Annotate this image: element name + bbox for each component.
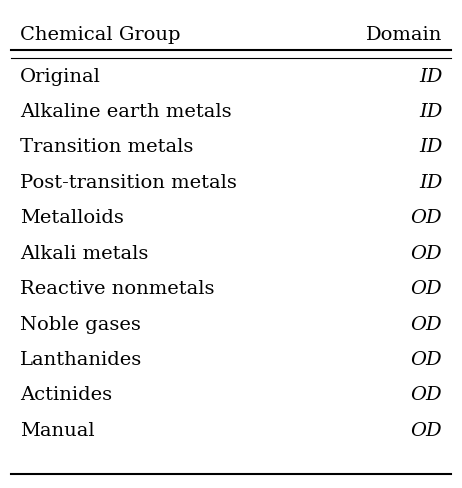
Text: OD: OD xyxy=(411,280,442,298)
Text: Transition metals: Transition metals xyxy=(20,139,193,157)
Text: OD: OD xyxy=(411,386,442,405)
Text: ID: ID xyxy=(419,174,442,192)
Text: Metalloids: Metalloids xyxy=(20,209,124,227)
Text: Manual: Manual xyxy=(20,422,94,440)
Text: Chemical Group: Chemical Group xyxy=(20,26,180,44)
Text: Actinides: Actinides xyxy=(20,386,112,405)
Text: ID: ID xyxy=(419,139,442,157)
Text: OD: OD xyxy=(411,244,442,263)
Text: OD: OD xyxy=(411,209,442,227)
Text: Alkali metals: Alkali metals xyxy=(20,244,148,263)
Text: Original: Original xyxy=(20,68,101,85)
Text: OD: OD xyxy=(411,316,442,333)
Text: Noble gases: Noble gases xyxy=(20,316,140,333)
Text: Domain: Domain xyxy=(366,26,442,44)
Text: ID: ID xyxy=(419,68,442,85)
Text: Reactive nonmetals: Reactive nonmetals xyxy=(20,280,214,298)
Text: Alkaline earth metals: Alkaline earth metals xyxy=(20,103,231,121)
Text: OD: OD xyxy=(411,422,442,440)
Text: OD: OD xyxy=(411,351,442,369)
Text: Post-transition metals: Post-transition metals xyxy=(20,174,237,192)
Text: ID: ID xyxy=(419,103,442,121)
Text: Lanthanides: Lanthanides xyxy=(20,351,142,369)
